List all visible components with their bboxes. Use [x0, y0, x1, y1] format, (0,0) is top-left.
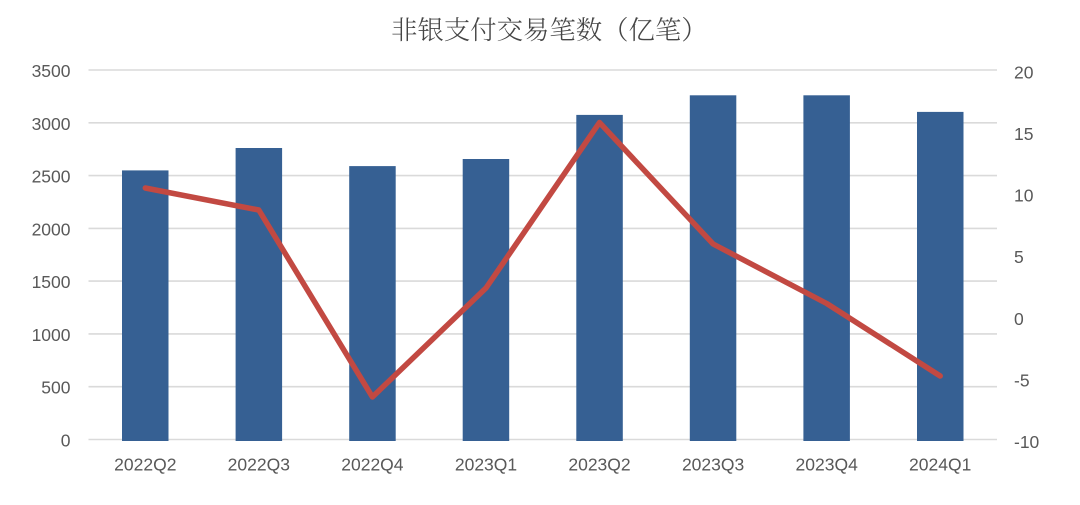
- svg-text:1000: 1000: [32, 325, 71, 345]
- svg-text:3000: 3000: [32, 114, 71, 134]
- svg-text:2500: 2500: [32, 167, 71, 187]
- svg-text:3500: 3500: [32, 61, 71, 81]
- svg-text:2022Q2: 2022Q2: [114, 455, 176, 475]
- svg-text:1500: 1500: [32, 272, 71, 292]
- svg-text:-10: -10: [1014, 432, 1040, 452]
- svg-text:500: 500: [41, 378, 70, 398]
- svg-text:2023Q3: 2023Q3: [682, 455, 744, 475]
- svg-text:-5: -5: [1014, 370, 1030, 390]
- svg-text:5: 5: [1014, 247, 1024, 267]
- svg-text:20: 20: [1014, 63, 1034, 83]
- svg-text:0: 0: [61, 431, 71, 451]
- svg-text:2022Q3: 2022Q3: [228, 455, 290, 475]
- svg-text:2000: 2000: [32, 219, 71, 239]
- svg-text:10: 10: [1014, 186, 1034, 206]
- svg-text:15: 15: [1014, 124, 1033, 144]
- svg-text:2024Q1: 2024Q1: [909, 455, 971, 475]
- svg-text:0: 0: [1014, 309, 1024, 329]
- svg-text:2023Q4: 2023Q4: [796, 455, 859, 475]
- svg-text:2022Q4: 2022Q4: [341, 455, 404, 475]
- svg-text:2023Q1: 2023Q1: [455, 455, 517, 475]
- svg-text:2023Q2: 2023Q2: [568, 455, 630, 475]
